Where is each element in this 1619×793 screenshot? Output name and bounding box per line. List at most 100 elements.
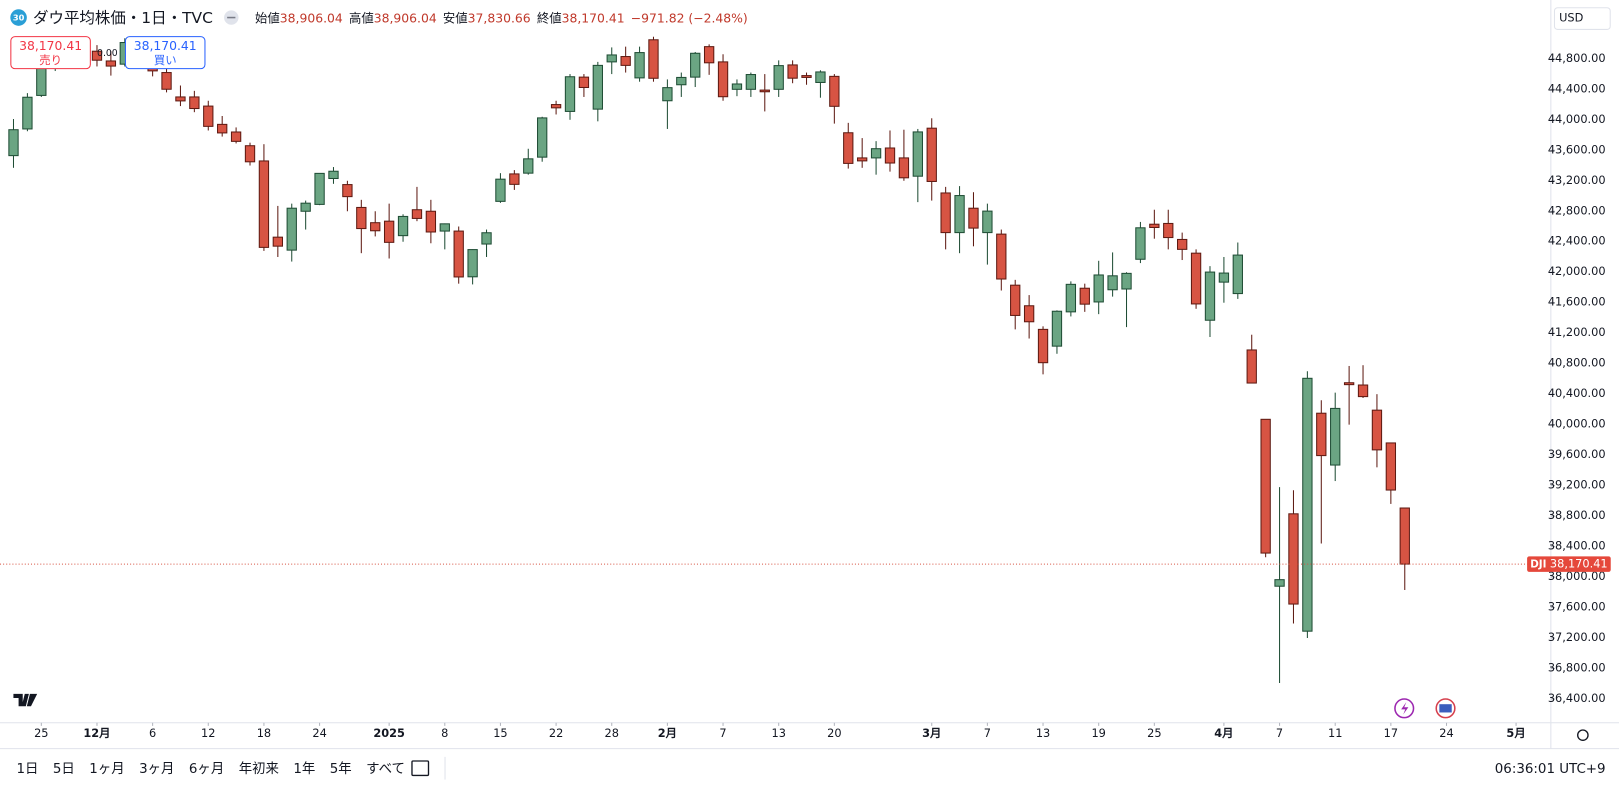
legend-label: 始値	[255, 10, 280, 25]
candle-body	[898, 157, 910, 179]
range-button[interactable]: 1日	[17, 762, 39, 777]
currency: USD	[1559, 11, 1584, 25]
candle-body	[815, 71, 826, 83]
candle-body	[328, 170, 339, 180]
candle-body	[731, 83, 743, 90]
y-tick-label: 38,800.00	[1548, 508, 1606, 522]
candle-body	[1010, 284, 1021, 316]
buy-label: 買い	[154, 53, 177, 67]
candle-body	[425, 210, 437, 233]
y-tick-label: 43,200.00	[1548, 173, 1606, 187]
x-tick-label: 12	[201, 726, 215, 740]
candle-body	[703, 46, 715, 64]
price-tag-symbol: DJI	[1530, 559, 1546, 571]
y-tick-label: 42,400.00	[1548, 234, 1606, 248]
candle-body	[8, 129, 19, 157]
candle-body	[843, 132, 854, 164]
price-tag	[1527, 556, 1611, 572]
candle-body	[884, 147, 896, 164]
x-tick-label: 7	[1276, 726, 1283, 740]
candle-body	[523, 158, 534, 174]
candle-body	[926, 127, 937, 182]
candle-body	[397, 215, 409, 237]
range-button[interactable]: 6ヶ月	[189, 762, 224, 777]
candle-body	[1065, 283, 1077, 313]
candle-body	[1385, 442, 1397, 491]
candle-body	[342, 184, 353, 198]
candle-body	[1399, 507, 1410, 565]
currency-button[interactable]	[1553, 7, 1611, 30]
candle-body	[968, 207, 979, 229]
range-button[interactable]: 1年	[293, 761, 315, 777]
x-tick-label: 7	[719, 726, 726, 740]
range-button[interactable]: 1ヶ月	[89, 762, 124, 777]
legend-label: 高値	[349, 10, 374, 25]
candle-body	[912, 131, 923, 177]
candle-body	[1260, 418, 1271, 554]
x-tick-label: 25	[34, 726, 48, 740]
clock: 06:36:01 UTC+9	[1495, 762, 1606, 777]
range-button[interactable]: すべて	[366, 761, 405, 777]
candle-body	[467, 249, 478, 278]
y-tick-label: 40,000.00	[1548, 417, 1606, 431]
range-button[interactable]: 5日	[53, 762, 75, 777]
candle-body	[1121, 272, 1132, 290]
range-button[interactable]: 3ヶ月	[139, 762, 174, 777]
x-tick-label: 13	[771, 726, 785, 740]
candle-body	[175, 96, 186, 102]
badge-text: 30	[13, 13, 25, 23]
candle-body	[161, 72, 172, 90]
x-tick-label: 11	[1328, 726, 1342, 740]
sell-button[interactable]	[10, 36, 91, 70]
candle-body	[1204, 271, 1216, 321]
y-tick-label: 37,600.00	[1548, 600, 1606, 614]
y-tick-label: 36,800.00	[1548, 661, 1606, 675]
sell-label: 売り	[39, 53, 62, 67]
buy-button[interactable]	[124, 36, 206, 70]
y-tick-label: 41,200.00	[1548, 325, 1606, 339]
y-tick-label: 39,600.00	[1548, 447, 1606, 461]
candle-body	[370, 222, 381, 232]
candle-body	[411, 209, 423, 219]
candle-body	[829, 75, 840, 107]
y-tick-label: 44,000.00	[1548, 112, 1606, 126]
candle-body	[717, 61, 729, 98]
settings-icon[interactable]	[1577, 729, 1589, 742]
date-range-icon[interactable]	[411, 760, 430, 777]
candle-body	[648, 39, 659, 79]
y-tick-label: 39,200.00	[1548, 478, 1606, 492]
y-tick-label: 38,400.00	[1548, 539, 1606, 553]
candle-body	[1246, 349, 1257, 384]
candle-body	[272, 236, 284, 247]
candle-body	[258, 160, 270, 248]
candle-body	[537, 117, 548, 158]
x-tick-label: 8	[441, 726, 448, 740]
candle-body	[1371, 409, 1383, 451]
x-tick-label: 7	[984, 726, 991, 740]
price-tag-value: 38,170.41	[1550, 557, 1608, 571]
logo	[13, 693, 38, 707]
candle-body	[606, 54, 617, 63]
candle-body	[787, 64, 798, 79]
x-tick-label: 12月	[83, 726, 110, 740]
candle-body	[857, 157, 868, 162]
candle-body	[1079, 287, 1090, 305]
candle-body	[509, 173, 520, 185]
x-tick-label: 28	[605, 726, 619, 740]
candle-body	[1149, 223, 1160, 229]
candle-body	[495, 178, 506, 202]
range-button[interactable]: 年初来	[239, 761, 279, 777]
candle-body	[870, 148, 882, 159]
candle-body	[773, 65, 784, 90]
spread: 0.00	[97, 48, 118, 59]
y-tick-label: 41,600.00	[1548, 295, 1606, 309]
x-tick-label: 3月	[922, 726, 941, 740]
event-glyph	[1401, 702, 1409, 715]
range-button[interactable]: 5年	[330, 761, 352, 777]
candle-body	[620, 56, 631, 66]
legend-value: 38,906.04	[280, 10, 343, 25]
candle-body	[203, 105, 214, 127]
candle-body	[383, 220, 395, 243]
